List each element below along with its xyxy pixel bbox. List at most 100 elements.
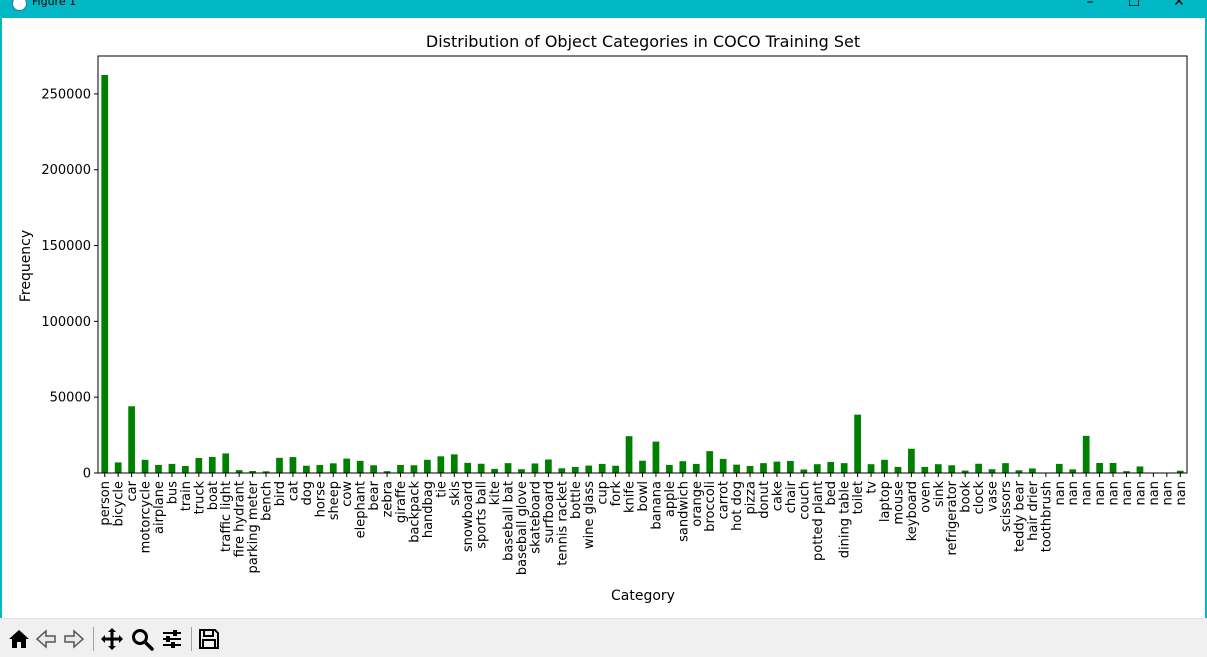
bar	[814, 464, 821, 473]
forward-icon[interactable]	[62, 627, 86, 651]
y-tick-label: 200000	[41, 163, 91, 178]
plot-area-frame	[98, 56, 1187, 473]
bar	[411, 465, 418, 473]
bar	[706, 451, 713, 473]
bar	[505, 463, 512, 473]
bar	[478, 464, 485, 473]
y-tick-label: 0	[83, 467, 91, 482]
x-tick-label: nan	[1174, 481, 1189, 505]
bar	[169, 464, 176, 473]
bar	[532, 463, 539, 473]
bar	[464, 463, 471, 473]
toolbar-separator	[191, 627, 192, 651]
bar	[558, 468, 565, 473]
bar	[895, 467, 902, 473]
bar	[868, 464, 875, 473]
bar	[1110, 463, 1117, 473]
toolbar-separator	[93, 627, 94, 651]
bar	[626, 436, 633, 473]
bar	[666, 465, 673, 473]
bar	[881, 460, 888, 473]
bar	[760, 463, 767, 473]
matplotlib-icon	[12, 0, 27, 11]
bar	[115, 462, 122, 473]
bar	[155, 465, 162, 473]
bar	[1002, 463, 1009, 473]
bar	[948, 465, 955, 473]
bar	[1096, 463, 1103, 473]
bar	[854, 415, 861, 473]
bar	[370, 465, 377, 473]
bar	[222, 453, 229, 473]
figure-canvas: Distribution of Object Categories in COC…	[2, 18, 1203, 618]
y-tick-label: 250000	[41, 87, 91, 102]
bar	[101, 75, 108, 473]
bar	[921, 467, 928, 473]
bar	[841, 463, 848, 473]
bar	[545, 460, 552, 474]
bar	[290, 457, 297, 473]
bar	[316, 465, 323, 473]
bar	[424, 460, 431, 473]
bar	[599, 464, 606, 473]
bar	[437, 456, 444, 473]
zoom-icon[interactable]	[130, 627, 154, 651]
maximize-icon[interactable]: ☐	[1112, 0, 1156, 16]
bar	[733, 465, 740, 473]
bars-group	[101, 75, 1183, 473]
bar	[343, 459, 350, 473]
close-icon[interactable]: ✕	[1157, 0, 1201, 16]
bar	[935, 464, 942, 473]
bar	[572, 467, 579, 473]
bar	[182, 466, 189, 473]
bar	[653, 442, 660, 473]
bar	[693, 464, 700, 473]
bar	[787, 461, 794, 473]
bar	[518, 469, 525, 473]
x-axis-label: Category	[611, 588, 675, 604]
bar	[451, 454, 458, 473]
bar	[195, 458, 202, 473]
x-ticks: personbicyclecarmotorcycleairplanebustra…	[98, 473, 1189, 575]
y-ticks: 0 50000 100000 150000 200000 250000	[41, 87, 98, 481]
bar	[330, 463, 337, 473]
window-titlebar: Figure 1 – ☐ ✕	[0, 0, 1207, 18]
pan-icon[interactable]	[100, 627, 124, 651]
bar	[585, 466, 592, 473]
bar	[357, 461, 364, 473]
bar	[800, 470, 807, 473]
y-tick-label: 150000	[41, 239, 91, 254]
bar	[1137, 466, 1144, 473]
bar	[142, 460, 149, 473]
bar	[827, 462, 834, 473]
bar	[1029, 468, 1036, 473]
chart-title: Distribution of Object Categories in COC…	[426, 32, 860, 51]
bar	[128, 406, 135, 473]
bar	[491, 469, 498, 473]
bar	[774, 462, 781, 473]
y-tick-label: 50000	[50, 391, 91, 406]
save-icon[interactable]	[197, 627, 221, 651]
bar	[747, 466, 754, 473]
bar	[908, 449, 915, 473]
bar	[975, 464, 982, 473]
configure-subplots-icon[interactable]	[160, 627, 184, 651]
bar	[639, 461, 646, 473]
home-icon[interactable]	[7, 627, 31, 651]
bar	[1083, 436, 1090, 473]
bar	[679, 461, 686, 473]
bar	[397, 465, 404, 473]
y-tick-label: 100000	[41, 315, 91, 330]
bar	[612, 466, 619, 473]
bar	[209, 457, 216, 473]
minimize-icon[interactable]: –	[1068, 0, 1112, 16]
bar	[720, 459, 727, 473]
y-axis-label: Frequency	[18, 230, 34, 302]
navigation-toolbar	[0, 618, 1207, 657]
bar	[989, 469, 996, 473]
bar	[303, 466, 310, 473]
bar	[1069, 469, 1076, 473]
window-title: Figure 1	[32, 0, 76, 8]
back-icon[interactable]	[34, 627, 58, 651]
bar	[1056, 464, 1063, 473]
